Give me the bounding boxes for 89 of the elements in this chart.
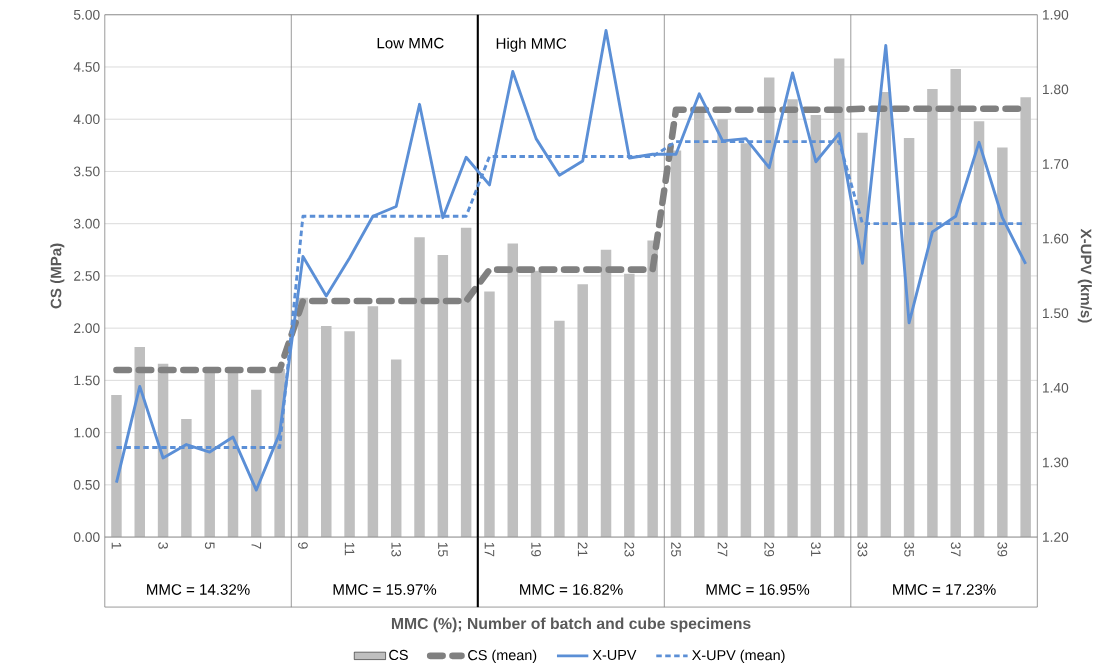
bar xyxy=(414,237,425,538)
y2-tick-label: 1.70 xyxy=(1043,159,1069,169)
x-tick-label: 11 xyxy=(344,542,355,556)
bar xyxy=(460,227,472,538)
y-tick-label: 1.00 xyxy=(74,427,100,438)
legend-label: X-UPV (mean) xyxy=(692,649,785,664)
y2-tick-label: 1.40 xyxy=(1043,383,1069,393)
bar xyxy=(810,115,822,538)
text: MMC = 16.82% xyxy=(520,584,623,595)
x-tick-label: 21 xyxy=(577,542,588,557)
bar xyxy=(717,119,728,538)
y2-tick-label: 1.80 xyxy=(1043,84,1069,95)
bar xyxy=(297,297,309,538)
legend-label: CS (mean) xyxy=(468,649,537,664)
x-tick-label: 17 xyxy=(484,542,495,557)
bar xyxy=(507,243,519,538)
y2-tick-label: 1.60 xyxy=(1043,233,1069,244)
y-tick-label: 2.50 xyxy=(74,271,100,281)
bar xyxy=(857,132,868,538)
bar xyxy=(577,284,588,538)
legend-label: X-UPV xyxy=(592,649,637,661)
legend-label: CS xyxy=(389,649,408,661)
bar xyxy=(484,291,495,538)
text: MMC = 14.32% xyxy=(147,584,250,595)
bar xyxy=(390,359,402,538)
bar xyxy=(600,249,612,538)
x-tick-label: 29 xyxy=(764,542,775,557)
y-tick-label: 3.50 xyxy=(73,166,100,177)
text: MMC = 16.95% xyxy=(706,584,810,595)
bar xyxy=(997,147,1008,538)
bar xyxy=(111,395,122,538)
bar xyxy=(367,306,379,538)
x-tick-label: 35 xyxy=(904,542,914,557)
bar xyxy=(530,270,542,538)
x-tick-label: 27 xyxy=(717,542,728,557)
bar xyxy=(880,92,892,538)
bar xyxy=(554,320,565,538)
bar xyxy=(833,58,845,538)
x-tick-label: 13 xyxy=(391,542,402,557)
text: MMC = 15.97% xyxy=(333,584,437,595)
x-tick-label: 7 xyxy=(251,542,262,549)
x-tick-label: 15 xyxy=(438,542,448,557)
line-series xyxy=(114,29,1028,492)
x-tick-label: 39 xyxy=(997,542,1008,557)
bar xyxy=(740,143,752,538)
bar xyxy=(647,240,658,538)
y-tick-label: 5.00 xyxy=(73,9,100,20)
bar xyxy=(251,389,262,538)
x-tick-label: 23 xyxy=(624,542,635,557)
x-tick-label: 1 xyxy=(111,542,122,549)
y2-tick-label: 1.20 xyxy=(1043,532,1069,543)
bar xyxy=(927,88,938,538)
bar xyxy=(437,255,449,538)
bar xyxy=(670,150,682,538)
bar xyxy=(787,99,798,538)
bar xyxy=(321,326,332,538)
x-tick-label: 19 xyxy=(531,542,541,557)
x-tick-label: 37 xyxy=(950,542,961,557)
bar xyxy=(227,371,239,538)
y-tick-label: 0.50 xyxy=(73,480,100,490)
x-axis-title: MMC (%); Number of batch and cube specimens xyxy=(391,617,751,633)
annotation: High MMC xyxy=(496,37,567,52)
annotation: Low MMC xyxy=(377,37,444,49)
y-tick-label: 4.00 xyxy=(73,114,100,125)
x-tick-label: 33 xyxy=(857,542,868,557)
bar xyxy=(763,77,775,538)
y-tick-label: 3.00 xyxy=(73,218,100,229)
y-tick-label: 4.50 xyxy=(73,62,100,72)
bar xyxy=(181,419,192,538)
bar xyxy=(950,69,961,538)
y-tick-label: 0.00 xyxy=(73,532,100,543)
x-tick-label: 31 xyxy=(810,542,821,557)
x-tick-label: 3 xyxy=(158,542,168,549)
text: MMC = 17.23% xyxy=(893,584,996,595)
y-tick-label: 2.00 xyxy=(74,323,100,334)
y-axis-title: CS (MPa) xyxy=(50,243,65,309)
bar xyxy=(344,331,355,538)
y2-tick-label: 1.50 xyxy=(1043,308,1069,319)
x-tick-label: 9 xyxy=(298,542,308,549)
bar xyxy=(694,112,705,538)
y2-tick-label: 1.90 xyxy=(1043,9,1069,20)
y2-tick-label: 1.30 xyxy=(1043,457,1069,468)
x-tick-label: 25 xyxy=(671,542,681,557)
bar xyxy=(1020,97,1031,538)
bar xyxy=(624,273,635,538)
y2-axis-title: X-UPV (km/s) xyxy=(1077,228,1092,323)
y-tick-label: 1.50 xyxy=(74,375,100,386)
x-tick-label: 5 xyxy=(204,542,215,549)
bar xyxy=(973,121,985,538)
